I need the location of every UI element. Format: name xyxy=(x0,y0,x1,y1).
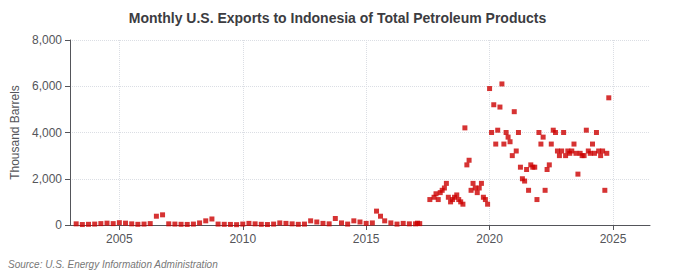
svg-text:4,000: 4,000 xyxy=(32,126,62,140)
svg-text:Source: U.S. Energy Informatio: Source: U.S. Energy Information Administ… xyxy=(8,259,218,270)
svg-text:2,000: 2,000 xyxy=(32,172,62,186)
svg-text:2015: 2015 xyxy=(353,232,380,246)
svg-text:2005: 2005 xyxy=(106,232,133,246)
svg-text:2020: 2020 xyxy=(476,232,503,246)
svg-text:8,000: 8,000 xyxy=(32,33,62,47)
svg-text:Thousand Barrels: Thousand Barrels xyxy=(8,85,22,180)
svg-text:6,000: 6,000 xyxy=(32,79,62,93)
svg-text:2010: 2010 xyxy=(229,232,256,246)
svg-text:2025: 2025 xyxy=(600,232,627,246)
svg-text:Monthly U.S. Exports to Indone: Monthly U.S. Exports to Indonesia of Tot… xyxy=(129,10,547,26)
svg-text:0: 0 xyxy=(55,218,62,232)
